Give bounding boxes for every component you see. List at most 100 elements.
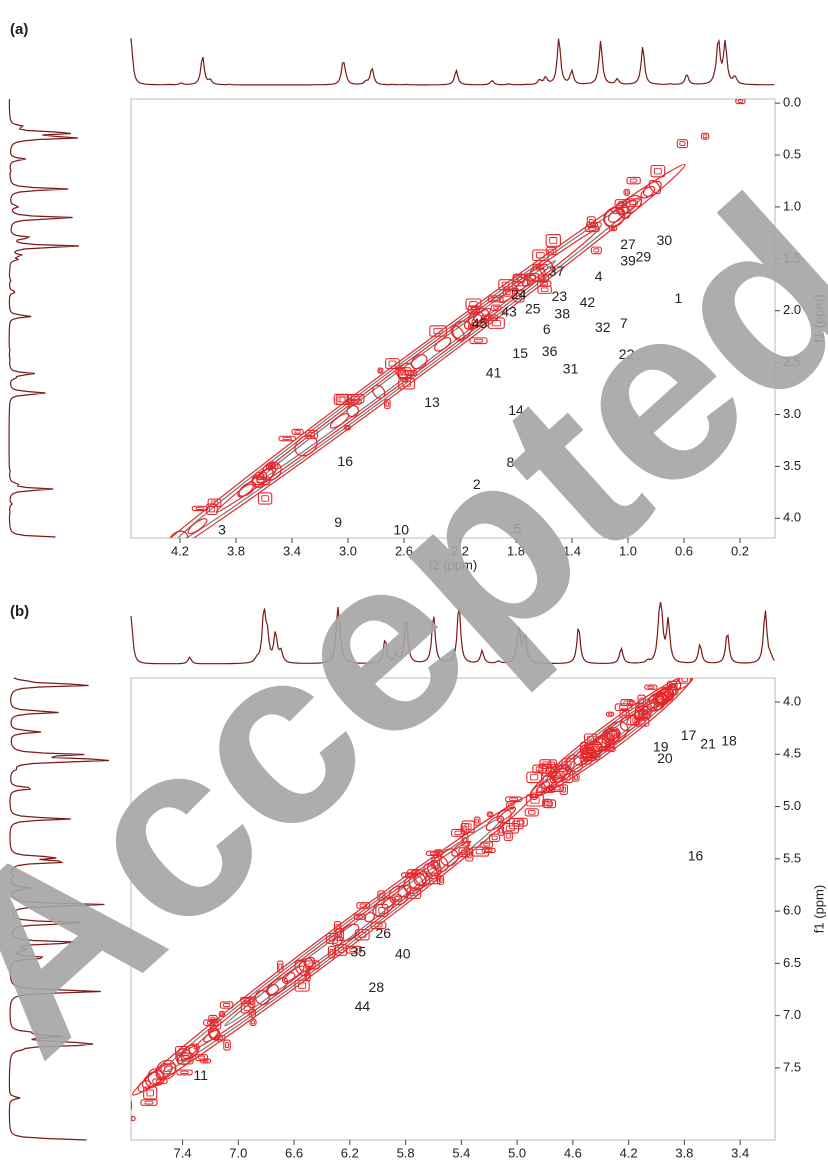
cross-peak-inner (473, 338, 484, 343)
diagonal-peak (237, 483, 254, 498)
cross-peak (678, 678, 691, 684)
x-tick-label: 6.6 (285, 1145, 303, 1160)
cross-peak (635, 702, 645, 712)
cross-peak (377, 890, 386, 901)
x-axis-label: f2 (ppm) (429, 557, 477, 572)
cross-peak-inner (119, 1109, 127, 1112)
cross-peak-inner (564, 773, 571, 781)
cross-peak-inner (483, 842, 491, 847)
x-tick-label: 3.0 (339, 543, 357, 558)
peak-label: 15 (512, 345, 528, 361)
cross-peak-inner (356, 915, 364, 919)
cross-peak (526, 794, 544, 807)
cross-peak-inner (702, 134, 708, 139)
cross-peak-inner (378, 907, 386, 914)
cross-peak-inner (604, 741, 612, 747)
cross-peak (239, 996, 255, 1003)
cross-peak (473, 816, 481, 826)
cross-peak (525, 273, 540, 282)
contours (115, 598, 766, 1124)
cross-peak-inner (127, 1103, 130, 1108)
cross-peak-inner (493, 306, 499, 310)
diagonal-peak (294, 959, 310, 977)
cross-peak (676, 139, 689, 149)
cross-peak-inner (484, 848, 493, 852)
cross-peak (207, 498, 222, 508)
cross-peak-inner (243, 998, 251, 1002)
cross-peak-inner (117, 1117, 121, 1122)
diagonal-peak (129, 561, 149, 579)
peak-label: 41 (486, 365, 502, 381)
cross-peak-inner (339, 396, 349, 403)
cross-peak-inner (223, 1003, 231, 1008)
cross-peak-inner (132, 580, 140, 585)
cross-peak (700, 642, 711, 648)
cross-peak-inner (647, 685, 655, 689)
cross-peak-inner (653, 167, 662, 175)
x-tick-label: 3.8 (675, 1145, 693, 1160)
cross-peak-inner (681, 678, 688, 682)
cross-peak (115, 1115, 122, 1124)
peak-label: 10 (393, 521, 409, 537)
cross-peak (377, 367, 384, 374)
peak-label: 22 (619, 346, 635, 362)
cross-peak (754, 598, 766, 610)
cross-peak (488, 833, 501, 843)
cross-peak (513, 274, 529, 287)
panel-label: (a) (10, 21, 28, 38)
cross-peak (115, 589, 130, 601)
peak-label: 38 (554, 306, 570, 322)
cross-peak-inner (475, 849, 486, 855)
x-axis-label: f2 (ppm) (429, 1159, 477, 1162)
cross-peak-inner (298, 982, 307, 989)
x-tick-label: 5.0 (508, 1145, 526, 1160)
cross-peak (151, 574, 163, 584)
cross-peak-inner (552, 772, 561, 777)
y-tick-label: 6.5 (783, 955, 801, 970)
cross-peak (294, 979, 310, 992)
cross-peak-inner (433, 327, 443, 335)
diagonal-peak (137, 560, 151, 573)
cross-peak-inner (548, 248, 554, 254)
peak-label: 2 (473, 476, 481, 492)
cross-peak (561, 758, 575, 770)
diagonal-peak (640, 185, 656, 199)
cross-peak-inner (530, 797, 540, 804)
cross-peak (505, 796, 523, 803)
diagonal-peak (137, 1080, 152, 1093)
cross-peak (406, 887, 422, 899)
cross-peak-inner (251, 1020, 255, 1025)
cross-peak (429, 325, 447, 337)
peak-label: 37 (549, 263, 565, 279)
diagonal-peak (256, 468, 274, 484)
cross-peak (735, 99, 746, 105)
y-tick-label: 5.5 (783, 850, 801, 865)
cross-peak-inner (618, 705, 629, 710)
cross-peak (481, 314, 499, 321)
cross-peak-inner (544, 800, 550, 806)
cross-peak-inner (180, 1070, 189, 1075)
cross-peak (353, 913, 367, 920)
cross-peak (255, 471, 267, 481)
cross-peak-inner (359, 903, 367, 908)
cross-peak (152, 1078, 168, 1085)
cross-peak-inner (536, 252, 545, 259)
cross-peak-inner (335, 923, 340, 930)
peak-label: 17 (681, 727, 697, 743)
diagonal-peak (515, 278, 531, 291)
x-tick-label: 1.8 (507, 543, 525, 558)
cross-peak-inner (621, 711, 628, 717)
cross-peak-inner (540, 276, 547, 281)
cross-peak-inner (716, 646, 719, 649)
cross-peak-inner (690, 667, 698, 672)
diagonal-peak (339, 923, 360, 942)
cross-peak-inner (261, 495, 269, 502)
cross-peak-inner (399, 369, 405, 374)
peak-label: 29 (636, 248, 652, 264)
cross-peak-inner (527, 810, 536, 815)
diagonal-peak (434, 336, 452, 352)
cross-peak (738, 617, 748, 621)
cross-peak (487, 295, 504, 303)
cross-peak-inner (588, 219, 594, 226)
cross-peak (156, 568, 169, 572)
